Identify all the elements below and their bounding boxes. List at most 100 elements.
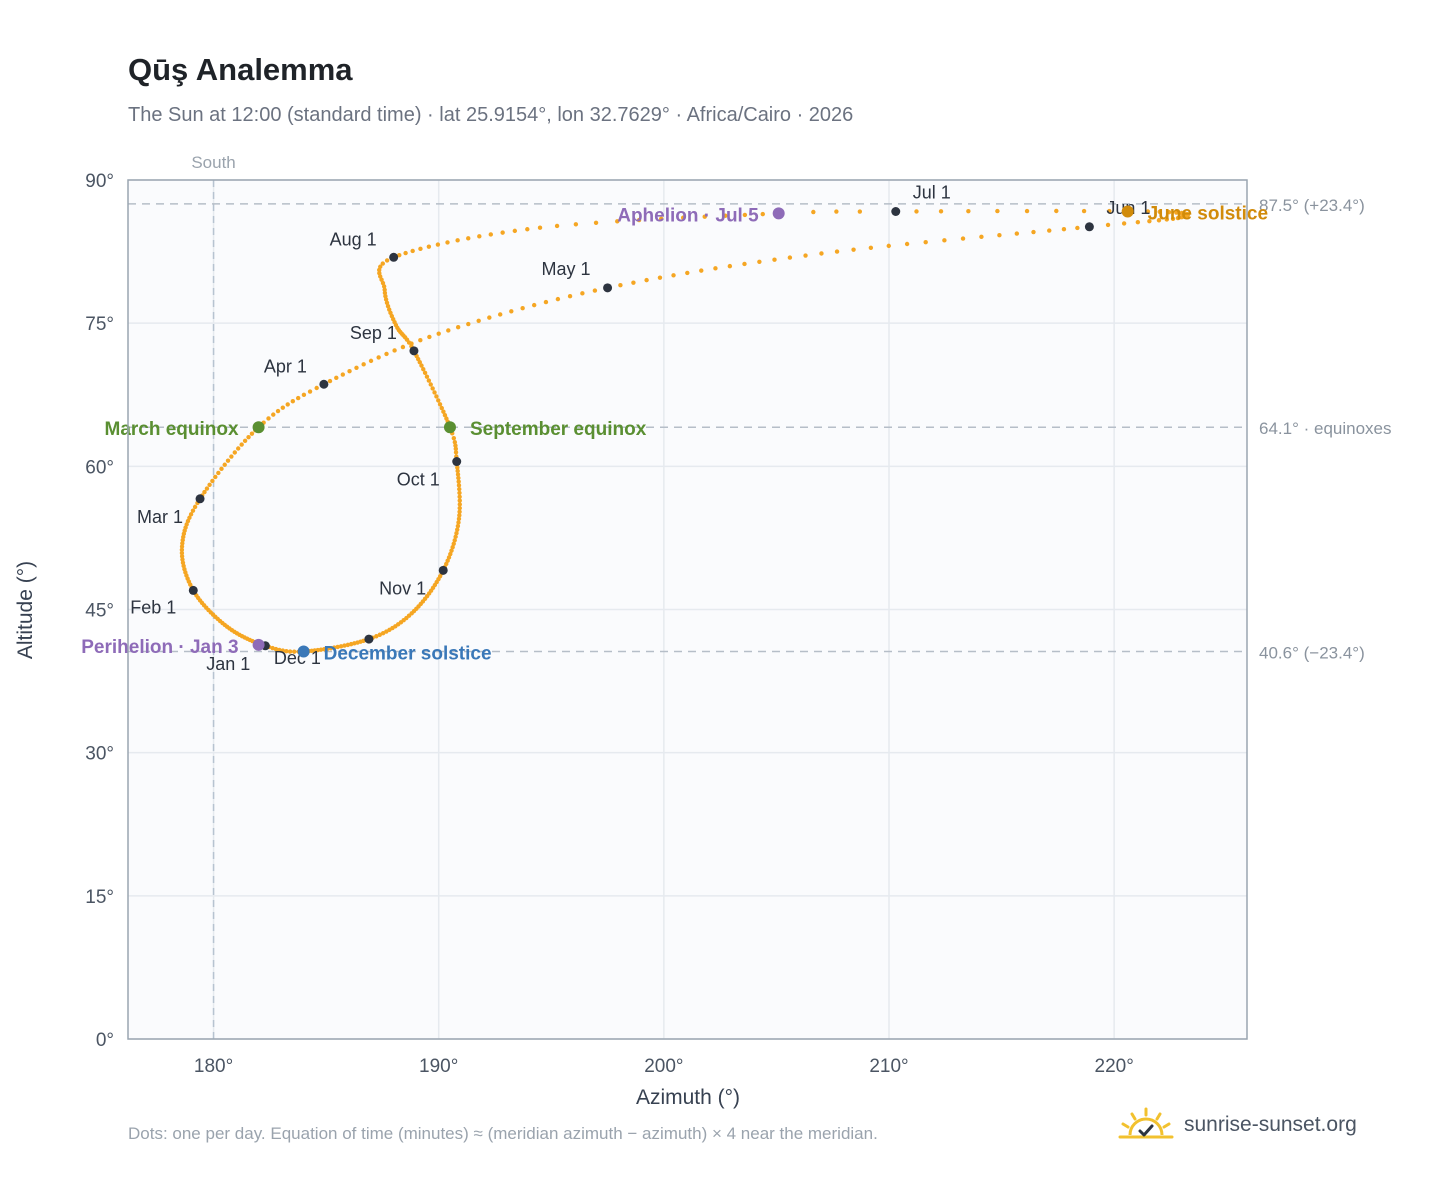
daily-sun-dot <box>543 299 549 305</box>
daily-sun-dot <box>434 394 439 399</box>
daily-sun-dot <box>1075 225 1080 231</box>
daily-sun-dot <box>382 290 388 296</box>
daily-sun-dot <box>1031 229 1036 235</box>
daily-sun-dot <box>457 490 462 496</box>
daily-sun-dot <box>377 632 382 637</box>
daily-sun-dot <box>424 374 430 379</box>
daily-sun-dot <box>376 355 381 360</box>
event-label: December solstice <box>324 643 492 664</box>
month-label: Jul 1 <box>913 182 951 202</box>
daily-sun-dot <box>335 644 340 650</box>
daily-sun-dot <box>426 244 432 249</box>
daily-sun-dot <box>1107 208 1112 214</box>
daily-sun-dot <box>380 630 386 636</box>
daily-sun-dot <box>332 645 337 650</box>
daily-sun-dot <box>456 520 461 525</box>
chart-title: Qūş Analemma <box>128 52 353 87</box>
daily-sun-dot <box>1024 208 1030 214</box>
daily-sun-dot <box>419 363 424 368</box>
daily-sun-dot <box>379 277 384 282</box>
daily-sun-dot <box>453 443 458 448</box>
daily-sun-dot <box>327 378 333 384</box>
brand[interactable]: sunrise-sunset.org <box>1118 1100 1357 1150</box>
daily-sun-dot <box>192 504 198 510</box>
daily-sun-dot <box>644 277 649 283</box>
daily-sun-dot <box>271 412 276 417</box>
x-tick-label: 190° <box>419 1056 458 1077</box>
y-tick-label: 15° <box>85 887 114 908</box>
daily-sun-dot <box>210 478 215 484</box>
daily-sun-dot <box>451 541 456 546</box>
daily-sun-dot <box>342 643 347 648</box>
daily-sun-dot <box>455 527 460 532</box>
daily-sun-dot <box>787 255 793 260</box>
daily-sun-dot <box>727 263 733 269</box>
daily-sun-dot <box>938 209 944 214</box>
daily-sun-dot <box>451 436 457 441</box>
daily-sun-dot <box>456 483 462 488</box>
daily-sun-dot <box>520 305 525 311</box>
daily-sun-dot <box>378 274 383 279</box>
sunrise-logo-icon <box>1118 1107 1174 1139</box>
daily-sun-dot <box>383 297 389 302</box>
daily-sun-dot <box>819 251 824 256</box>
daily-sun-dot <box>406 340 412 345</box>
daily-sun-dot <box>702 214 707 219</box>
daily-sun-dot <box>500 230 505 235</box>
daily-sun-dot <box>380 280 386 286</box>
daily-sun-dot <box>997 232 1002 238</box>
x-tick-label: 180° <box>194 1056 233 1077</box>
daily-sun-dot <box>179 547 185 552</box>
daily-sun-dot <box>554 223 560 229</box>
daily-sun-dot <box>1047 228 1052 233</box>
daily-sun-dot <box>995 208 1000 214</box>
daily-sun-dot <box>509 309 514 314</box>
month-marker <box>389 252 399 262</box>
month-label: Dec 1 <box>274 648 321 668</box>
daily-sun-dot <box>448 551 453 557</box>
daily-sun-dot <box>207 482 212 487</box>
month-label: Feb 1 <box>130 597 176 617</box>
daily-sun-dot <box>179 544 185 549</box>
daily-sun-dot <box>322 646 327 652</box>
y-tick-label: 75° <box>85 314 114 335</box>
daily-sun-dot <box>942 238 947 243</box>
reference-line-label: 40.6° (−23.4°) <box>1259 643 1365 662</box>
daily-sun-dot <box>292 649 297 654</box>
daily-sun-dot <box>384 351 389 357</box>
daily-sun-dot <box>760 211 765 217</box>
event-marker <box>1121 205 1134 218</box>
y-axis-label: Altitude (°) <box>14 561 37 659</box>
daily-sun-dot <box>219 466 224 472</box>
daily-sun-dot <box>449 548 454 553</box>
daily-sun-dot <box>328 645 334 651</box>
daily-sun-dot <box>573 222 579 227</box>
daily-sun-dot <box>525 227 530 232</box>
chart-subtitle: The Sun at 12:00 (standard time) · lat 2… <box>128 104 854 126</box>
daily-sun-dot <box>488 232 493 237</box>
daily-sun-dot <box>811 209 816 215</box>
x-axis-label: Azimuth (°) <box>636 1086 740 1109</box>
meridian-label: South <box>191 153 235 172</box>
axis-ticks: 0° 15° 30° 45° 60° 75° 90° 180° 190° 200° 210° 220° <box>85 171 1134 1077</box>
daily-sun-dot <box>455 468 460 474</box>
daily-sun-dot <box>445 240 450 245</box>
daily-sun-dot <box>658 216 664 222</box>
daily-sun-dot <box>432 390 437 395</box>
daily-sun-dot <box>446 328 451 333</box>
daily-sun-dot <box>446 555 452 560</box>
daily-sun-dot <box>418 338 423 343</box>
daily-sun-dot <box>180 560 186 565</box>
daily-sun-dot <box>537 225 543 230</box>
daily-sun-dot <box>615 219 620 224</box>
daily-sun-dot <box>422 370 428 376</box>
event-label: September equinox <box>470 419 647 440</box>
month-marker <box>364 634 374 644</box>
month-label: Oct 1 <box>397 470 440 490</box>
daily-sun-dot <box>457 505 462 511</box>
reference-line-label: 87.5° (+23.4°) <box>1259 196 1365 215</box>
daily-sun-dot <box>1156 218 1162 223</box>
event-label: June solstice <box>1148 203 1268 224</box>
daily-sun-dot <box>487 315 492 320</box>
